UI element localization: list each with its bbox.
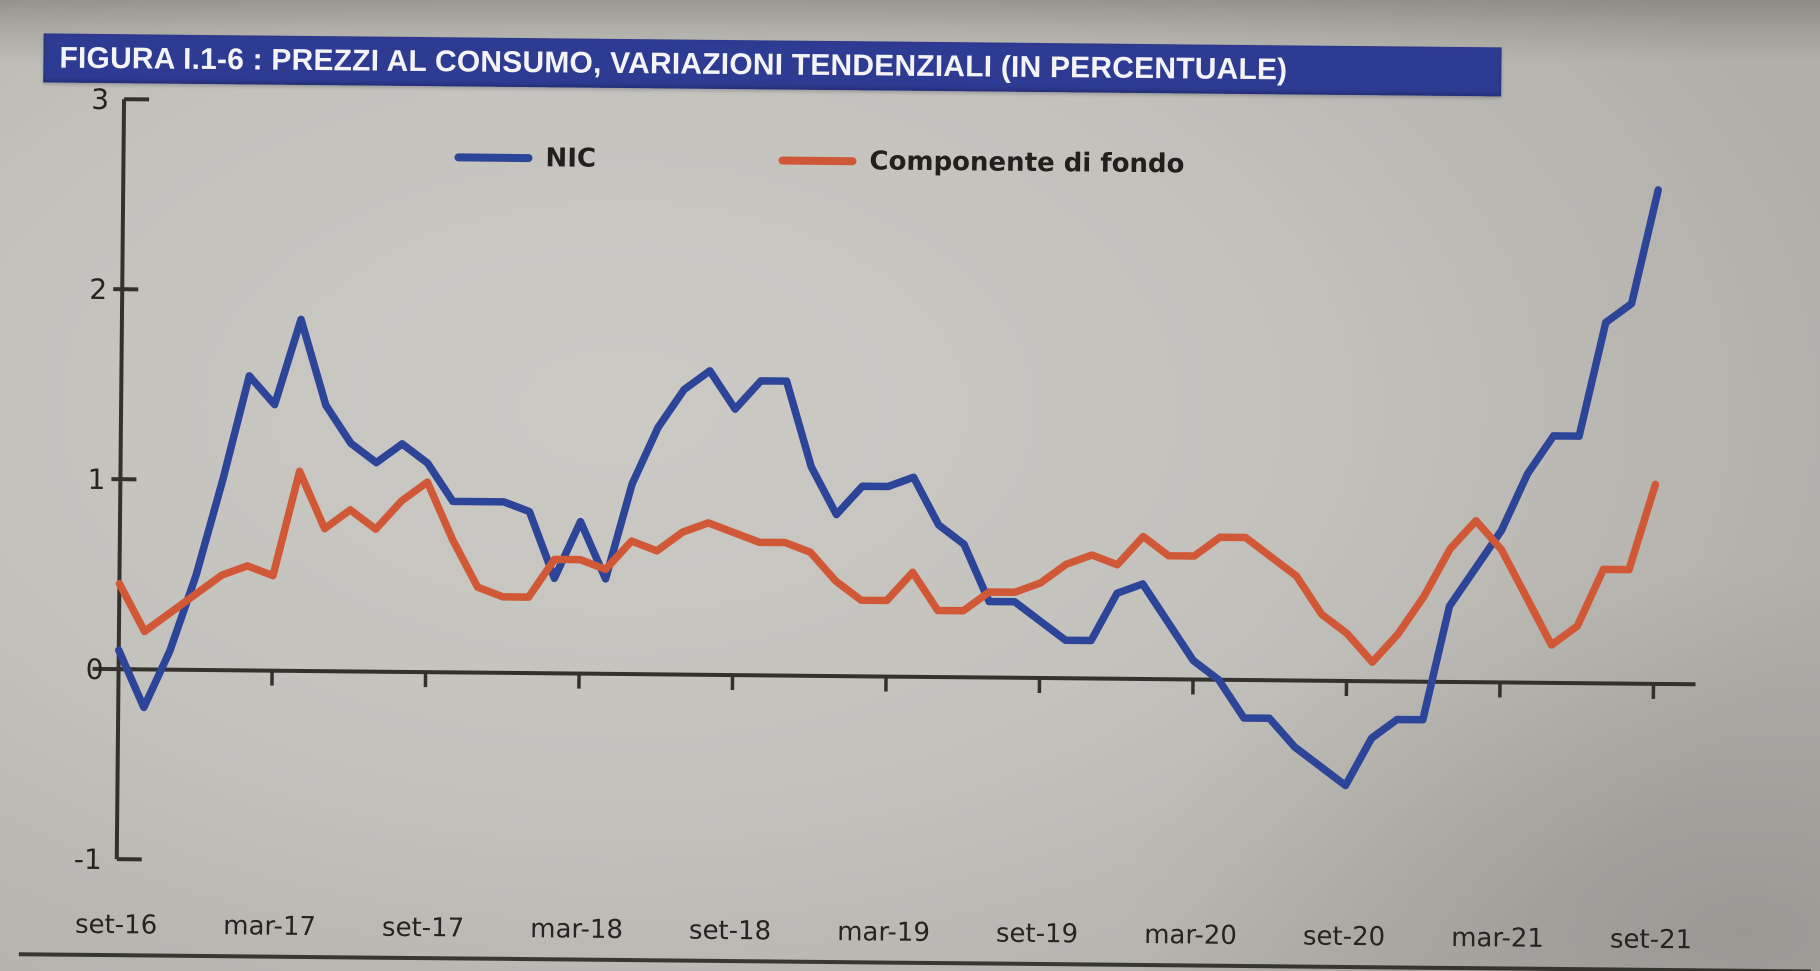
- x-axis-tick-label: mar-20: [1144, 920, 1237, 951]
- legend-label-nic: NIC: [545, 143, 597, 174]
- x-axis-labels: set-16 mar-17 set-17 mar-18 set-18 mar-19 set-…: [75, 910, 1692, 956]
- x-axis-tick-label: set-17: [382, 913, 464, 944]
- y-axis-tick-label: 1: [87, 463, 105, 496]
- x-axis-tick-label: mar-19: [837, 917, 930, 948]
- legend-label-componente-di-fondo: Componente di fondo: [869, 146, 1185, 180]
- x-axis-tick-label: mar-17: [223, 911, 316, 942]
- nic-line-swatch: [454, 153, 533, 163]
- y-axis-tick-label: 0: [86, 653, 104, 686]
- x-axis-tick-label: mar-18: [530, 914, 623, 945]
- legend-item-nic: NIC: [454, 142, 597, 174]
- y-axis-tick-label: -1: [74, 843, 102, 876]
- legend-item-componente-di-fondo: Componente di fondo: [778, 145, 1185, 180]
- series-line-componente-di-fondo: [115, 467, 1660, 666]
- x-axis-tick-label: set-18: [689, 916, 771, 947]
- componente-di-fondo-line-swatch: [778, 156, 857, 166]
- y-axis-tick-label: 3: [91, 83, 109, 116]
- x-axis-tick-label: set-21: [1610, 924, 1692, 955]
- series-line-nic: [115, 186, 1663, 790]
- x-axis-tick-label: mar-21: [1451, 923, 1544, 954]
- x-axis-tick-label: set-19: [996, 919, 1078, 950]
- x-axis-tick-label: set-16: [75, 910, 157, 941]
- y-axis-tick-label: 2: [89, 273, 107, 306]
- x-axis-tick-label: set-20: [1303, 922, 1385, 953]
